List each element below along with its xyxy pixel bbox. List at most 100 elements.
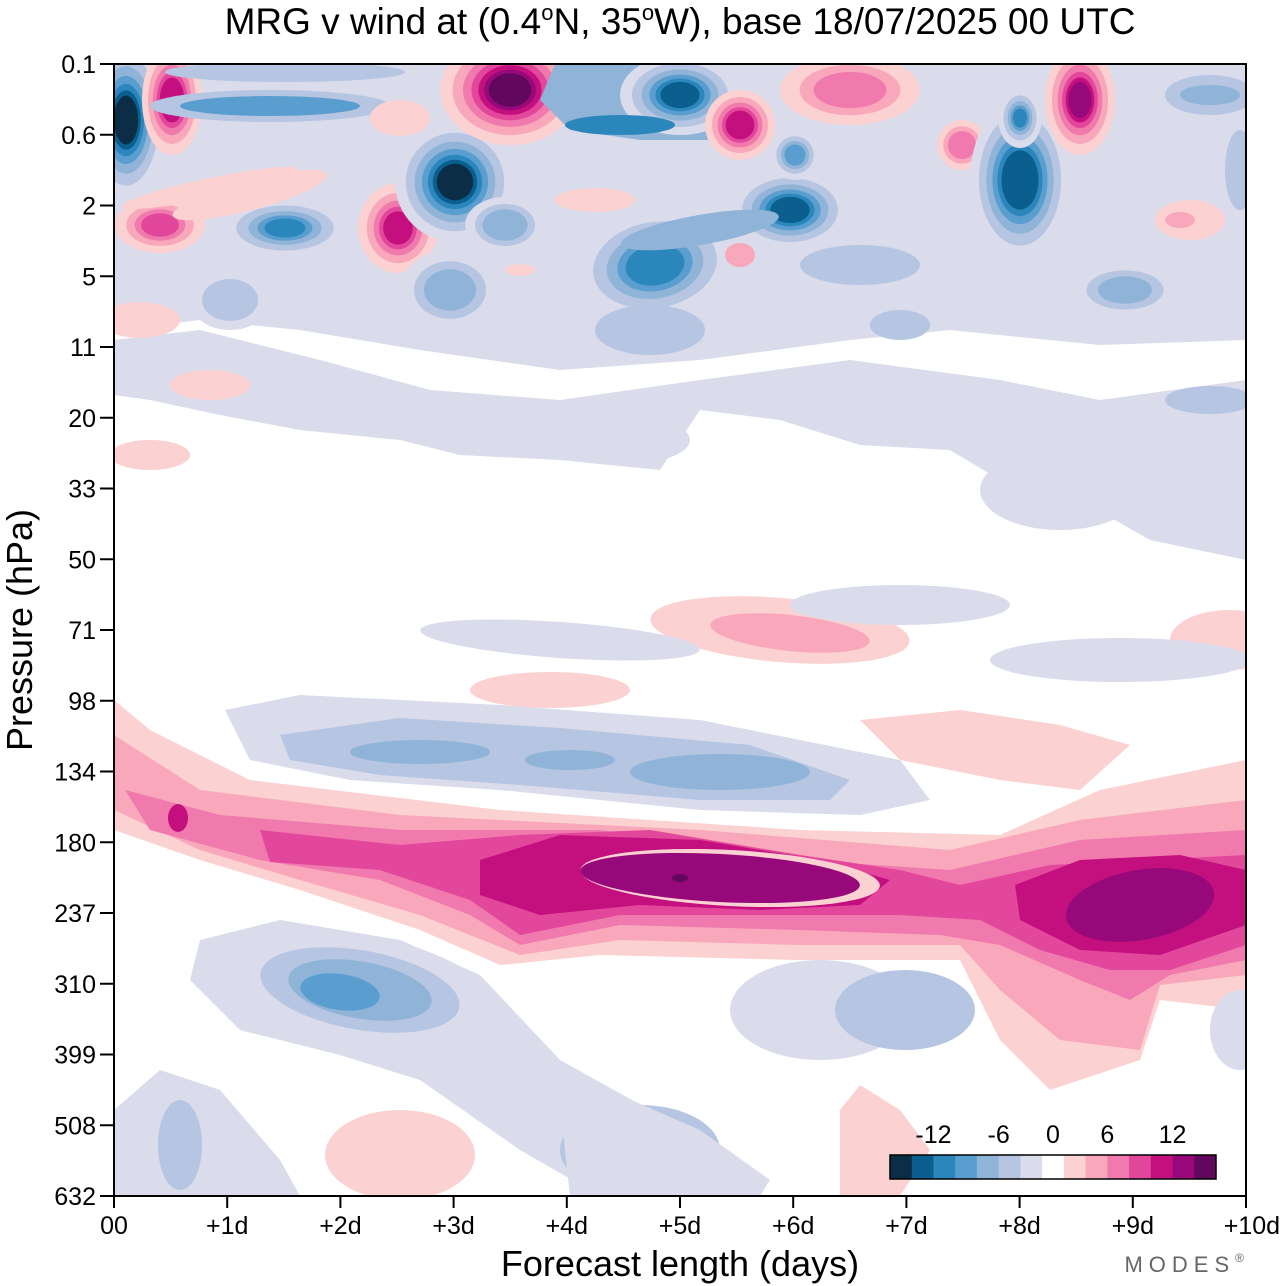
x-tick-label: +6d [772, 1212, 814, 1240]
x-tick-label: +7d [885, 1212, 927, 1240]
colorbar-frame [889, 1154, 1217, 1180]
x-tick-label: +9d [1112, 1212, 1154, 1240]
colorbar-tick-label: 0 [1046, 1121, 1060, 1149]
colorbar-tick-label: -12 [915, 1121, 951, 1149]
contour-region [168, 804, 188, 832]
contour-region [1098, 276, 1152, 304]
contour-region [660, 81, 700, 109]
contour-region [1180, 85, 1240, 105]
colorbar-swatch [1129, 1155, 1152, 1179]
x-tick-label: +3d [432, 1212, 474, 1240]
contour-field [114, 64, 1246, 1196]
colorbar-tick-label: 6 [1100, 1121, 1114, 1149]
y-tick-label: 310 [54, 971, 96, 999]
contour-region [625, 244, 685, 286]
contour-region [990, 638, 1246, 682]
contour-region [141, 213, 179, 237]
y-tick-label: 71 [68, 617, 96, 645]
x-tick-label: 00 [100, 1212, 128, 1240]
x-tick-label: +10d [1224, 1212, 1280, 1240]
contour-region [710, 613, 870, 653]
contour-region [580, 852, 860, 904]
chart-title: MRG v wind at (0.4oN, 35oW), base 18/07/… [225, 0, 1136, 42]
y-tick-label: 98 [68, 688, 96, 716]
contour-region [813, 71, 887, 109]
contour-region [784, 144, 806, 166]
contour-region [488, 73, 532, 107]
contour-region [725, 110, 755, 140]
colorbar-swatch [911, 1155, 934, 1179]
colorbar-swatch [890, 1155, 913, 1179]
contour-region [300, 973, 380, 1011]
y-tick-label: 20 [68, 405, 96, 433]
y-tick-label: 399 [54, 1042, 96, 1070]
contour-region [560, 1095, 770, 1196]
contour-region [595, 305, 705, 355]
contour-region [325, 1110, 475, 1196]
y-tick-label: 33 [68, 476, 96, 504]
contour-region [1068, 81, 1092, 119]
colorbar-swatch [976, 1155, 1000, 1179]
contour-region [165, 64, 405, 82]
colorbar-swatch [1194, 1155, 1217, 1179]
contour-region [980, 450, 1140, 530]
y-axis-title: Pressure (hPa) [0, 509, 40, 751]
contour-region [725, 243, 755, 267]
y-tick-label: 0.1 [61, 51, 96, 79]
y-tick-label: 5 [82, 263, 96, 291]
x-axis: 00 +1d +2d +3d +4d +5d +6d +7d +8d +9d +10d [100, 1196, 1280, 1240]
contour-region [172, 169, 328, 221]
x-tick-label: +2d [319, 1212, 361, 1240]
contour-region [264, 218, 306, 238]
contour-region [1001, 150, 1039, 210]
x-tick-label: +8d [998, 1212, 1040, 1240]
contour-region [121, 166, 299, 210]
y-tick-label: 2 [82, 193, 96, 221]
colorbar-swatch [955, 1155, 978, 1179]
contour-region [158, 1100, 202, 1190]
y-tick-label: 134 [54, 759, 96, 787]
contour-region [114, 302, 180, 338]
contour-region [170, 370, 250, 400]
y-tick-label: 632 [54, 1183, 96, 1211]
colorbar-swatch [998, 1155, 1021, 1179]
colorbar: -12 -6 0 6 12 [889, 1121, 1217, 1180]
colorbar-tick-label: 12 [1159, 1121, 1187, 1149]
colorbar-swatch [1150, 1155, 1174, 1179]
contour-region [835, 970, 975, 1050]
colorbar-swatch [1172, 1155, 1195, 1179]
colorbar-swatch [1085, 1155, 1108, 1179]
y-tick-label: 180 [54, 829, 96, 857]
contour-region [860, 710, 1130, 790]
contour-region [1065, 868, 1215, 942]
contour-region [1165, 212, 1195, 228]
contour-region [482, 209, 528, 241]
contour-region [383, 211, 413, 245]
y-tick-label: 0.6 [61, 122, 96, 150]
x-tick-label: +5d [659, 1212, 701, 1240]
contour-region [1210, 990, 1246, 1070]
x-tick-label: +1d [206, 1212, 248, 1240]
contour-region [672, 874, 688, 882]
y-tick-label: 237 [54, 900, 96, 928]
contour-region [630, 754, 810, 790]
contour-region [550, 415, 690, 465]
contour-region [525, 750, 615, 770]
contour-region [436, 163, 474, 201]
y-axis: 0.1 0.6 2 5 11 20 33 50 71 98 134 180 237 310 399 508 63… [54, 51, 114, 1211]
colorbar-swatch [1107, 1155, 1130, 1179]
y-tick-label: 11 [70, 334, 96, 362]
contour-region [870, 310, 930, 340]
contour-region [114, 330, 1246, 560]
contour-region [947, 130, 977, 160]
contour-region [555, 188, 635, 212]
contour-region [621, 209, 779, 251]
contour-region [470, 672, 630, 708]
x-axis-title: Forecast length (days) [501, 1243, 859, 1284]
contour-region [790, 585, 1010, 625]
contour-region [565, 115, 675, 135]
contour-region [505, 264, 535, 276]
x-tick-label: +4d [546, 1212, 588, 1240]
contour-region [420, 619, 700, 661]
